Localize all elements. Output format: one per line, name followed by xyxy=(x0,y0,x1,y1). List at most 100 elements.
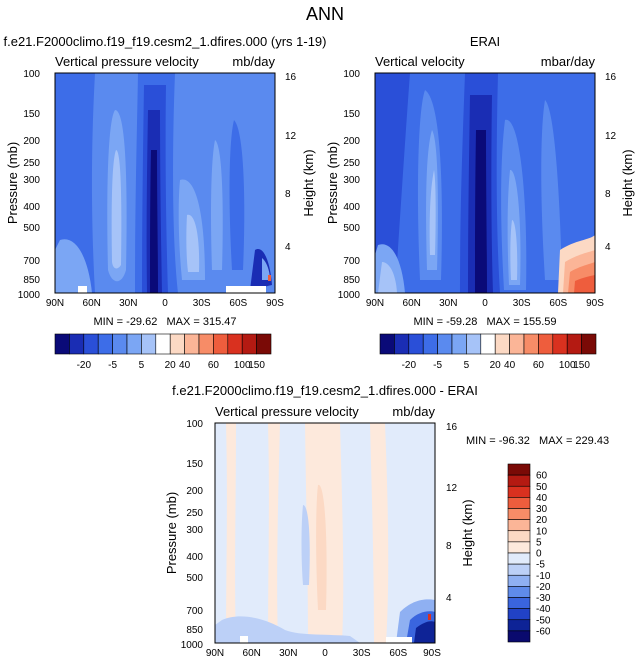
colorbar-label: 60 xyxy=(208,360,220,371)
colorbar-label: 60 xyxy=(536,471,548,482)
colorbar-swatch xyxy=(581,333,597,355)
colorbar-label: 20 xyxy=(536,515,548,526)
colorbar-label: 40 xyxy=(504,360,516,371)
colorbar-swatch xyxy=(408,333,424,355)
contour-band xyxy=(510,220,518,280)
colorbar-label: -20 xyxy=(536,582,551,593)
colorbar-swatch xyxy=(538,333,554,355)
x-tick-label: 30N xyxy=(439,298,457,309)
colorbar-swatch xyxy=(507,597,531,609)
contour-band xyxy=(229,120,245,270)
left-label: Vertical velocity xyxy=(375,54,465,69)
y2-tick-label: 16 xyxy=(285,72,297,83)
colorbar-swatch xyxy=(466,333,482,355)
contour-band xyxy=(186,214,200,272)
contour-band xyxy=(226,423,236,643)
contour-band xyxy=(55,73,95,293)
x-ticks: 90N 60N 30N 0 30S 60S 90S xyxy=(366,298,604,309)
colorbar-label: 50 xyxy=(536,482,548,493)
colorbar-swatch xyxy=(507,497,531,509)
contour-band xyxy=(262,258,270,280)
colorbar-label: 150 xyxy=(573,360,590,371)
missing-data xyxy=(226,286,266,293)
colorbar-label: -5 xyxy=(108,360,117,371)
contour-band xyxy=(150,150,158,293)
x-tick-label: 0 xyxy=(322,648,328,659)
y2-ticks: 16 12 8 4 xyxy=(605,72,617,253)
min-max-label: MIN = -59.28 MAX = 155.59 xyxy=(413,316,556,328)
y-tick-label: 700 xyxy=(186,606,203,617)
x-tick-label: 60N xyxy=(243,648,261,659)
colorbar-swatch xyxy=(241,333,257,355)
x-tick-label: 30S xyxy=(513,298,531,309)
contour-band xyxy=(215,616,360,643)
plot-area xyxy=(375,73,595,293)
colorbar-swatch xyxy=(507,552,531,565)
y-tick-label: 250 xyxy=(186,508,203,519)
colorbar-label: 5 xyxy=(464,360,470,371)
x-tick-label: 0 xyxy=(162,298,168,309)
colorbar-label: 100 xyxy=(234,360,251,371)
y-tick-label: 850 xyxy=(186,625,203,636)
plot-area xyxy=(215,423,435,643)
x-ticks: 90N 60N 30N 0 30S 60S 90S xyxy=(206,648,441,659)
colorbar-swatch xyxy=(379,333,395,355)
y2-tick-label: 12 xyxy=(605,131,617,142)
min-max-label: MIN = -96.32 MAX = 229.43 xyxy=(466,435,609,447)
colorbar-label: -5 xyxy=(433,360,442,371)
units-label: mbar/day xyxy=(541,54,596,69)
colorbar-swatch xyxy=(97,333,113,355)
y-tick-label: 200 xyxy=(186,486,203,497)
y2-tick-label: 8 xyxy=(605,189,611,200)
colorbar-label: -20 xyxy=(77,360,92,371)
y2-tick-label: 4 xyxy=(605,242,611,253)
y2-tick-label: 12 xyxy=(285,131,297,142)
contour-band xyxy=(414,621,435,643)
panel-title: f.e21.F2000climo.f19_f19.cesm2_1.dfires.… xyxy=(3,34,326,49)
contour-band xyxy=(375,73,410,293)
x-tick-label: 0 xyxy=(482,298,488,309)
colorbar-swatch xyxy=(507,474,531,487)
colorbar-label: 150 xyxy=(248,360,265,371)
colorbar-label: 20 xyxy=(165,360,177,371)
y2-axis-label: Height (km) xyxy=(301,149,316,216)
colorbar-swatch xyxy=(507,563,531,576)
x-tick-label: 30S xyxy=(193,298,211,309)
contour-band xyxy=(316,484,327,610)
colorbar-label: 5 xyxy=(536,537,542,548)
y-axis-label: Pressure (mb) xyxy=(164,492,179,574)
y-tick-label: 150 xyxy=(343,109,360,120)
contour-band xyxy=(268,275,271,281)
y-tick-label: 400 xyxy=(343,202,360,213)
colorbar-swatch xyxy=(126,333,142,355)
colorbar-label: 30 xyxy=(536,504,548,515)
colorbar-label: 0 xyxy=(536,549,542,560)
colorbar-swatch xyxy=(141,333,157,355)
x-tick-label: 30N xyxy=(279,648,297,659)
y-tick-label: 1000 xyxy=(338,290,361,301)
contour-band xyxy=(574,275,595,293)
colorbar-swatch xyxy=(509,333,525,355)
colorbar-label: 20 xyxy=(490,360,502,371)
y-tick-label: 500 xyxy=(186,573,203,584)
colorbar-swatch xyxy=(69,333,85,355)
x-tick-label: 60S xyxy=(389,648,407,659)
contour-band xyxy=(268,423,280,643)
units-label: mb/day xyxy=(232,54,275,69)
colorbar-swatch xyxy=(480,333,496,355)
y2-tick-label: 16 xyxy=(446,422,458,433)
x-tick-label: 90N xyxy=(46,298,64,309)
plot-frame xyxy=(54,72,276,294)
colorbar-swatch xyxy=(507,485,531,498)
colorbar-swatch xyxy=(523,333,539,355)
x-tick-label: 90N xyxy=(206,648,224,659)
y-tick-label: 150 xyxy=(23,109,40,120)
contour-band xyxy=(370,423,389,643)
colorbar-swatch xyxy=(507,574,531,587)
contour-band xyxy=(541,100,562,280)
y2-tick-label: 12 xyxy=(446,483,458,494)
y-tick-label: 300 xyxy=(186,525,203,536)
y-tick-label: 200 xyxy=(343,136,360,147)
